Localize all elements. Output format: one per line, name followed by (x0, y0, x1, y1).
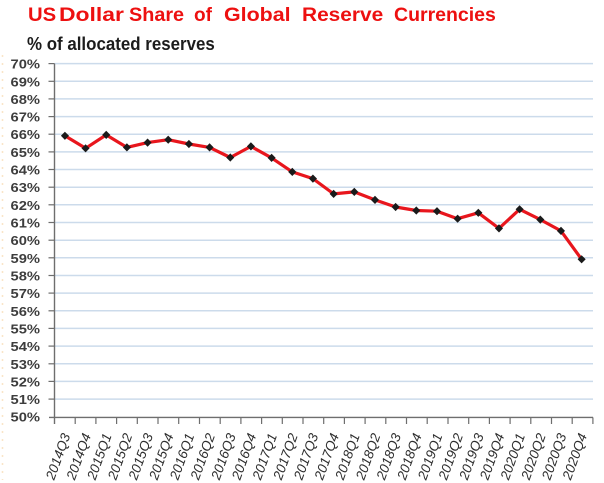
svg-text:70%: 70% (11, 57, 41, 72)
svg-text:65%: 65% (11, 145, 41, 160)
svg-text:62%: 62% (11, 198, 41, 213)
svg-text:53%: 53% (11, 357, 41, 372)
svg-text:59%: 59% (11, 251, 41, 266)
svg-text:51%: 51% (11, 392, 41, 407)
svg-text:63%: 63% (11, 180, 41, 195)
svg-text:55%: 55% (11, 321, 41, 336)
svg-text:54%: 54% (11, 339, 41, 354)
svg-text:67%: 67% (11, 110, 41, 125)
svg-text:64%: 64% (11, 163, 41, 178)
svg-text:66%: 66% (11, 127, 41, 142)
svg-text:50%: 50% (11, 410, 41, 425)
svg-text:60%: 60% (11, 233, 41, 248)
svg-text:52%: 52% (11, 374, 41, 389)
svg-text:58%: 58% (11, 269, 41, 284)
svg-text:69%: 69% (11, 74, 41, 89)
svg-text:61%: 61% (11, 216, 41, 231)
svg-text:68%: 68% (11, 92, 41, 107)
svg-text:57%: 57% (11, 286, 41, 301)
svg-text:56%: 56% (11, 304, 41, 319)
